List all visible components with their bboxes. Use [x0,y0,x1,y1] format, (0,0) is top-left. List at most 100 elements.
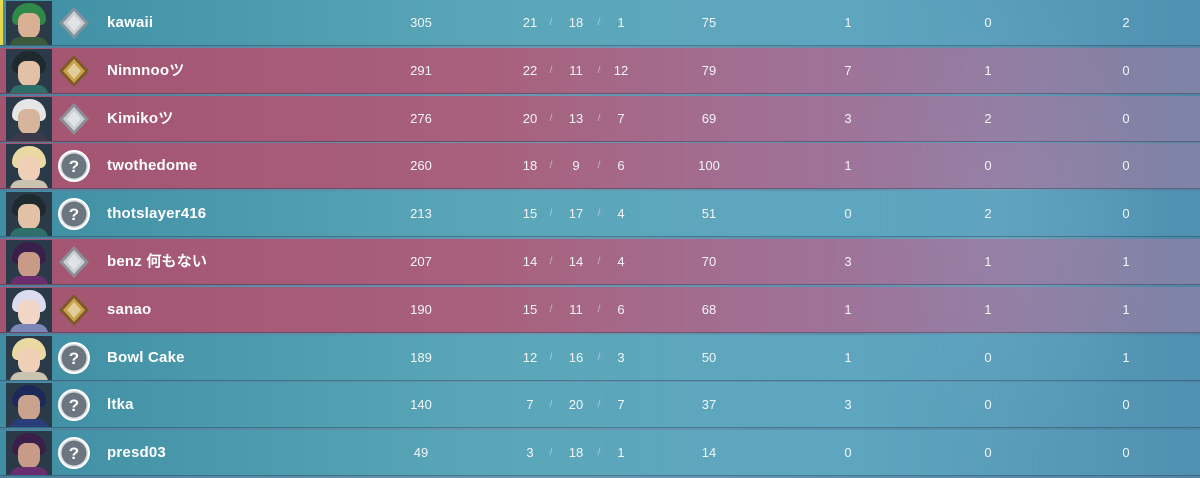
plants: 1 [984,254,992,269]
deaths: 11 [569,302,583,317]
player-row[interactable]: ? thotslayer416 213 15 17 4 51 0 2 0 / / [0,191,1200,237]
deaths: 20 [568,397,584,412]
combat-score: 260 [410,158,432,173]
econ-rating: 70 [701,254,717,269]
player-row[interactable]: sanao 190 15 11 6 68 1 1 1// [0,287,1200,333]
silver-rank-icon [56,5,92,41]
kda-separator: / [549,160,553,171]
unranked-rank-icon: ? [56,435,92,471]
kills: 15 [522,206,538,221]
kills: 22 [522,63,538,78]
deaths: 18 [568,445,584,460]
assists: 1 [617,445,625,460]
first-bloods: 0 [844,206,852,221]
kda-separator: / [549,304,553,315]
silver-rank-icon [56,101,92,137]
plants: 2 [984,111,992,126]
assists: 3 [617,350,625,365]
player-name[interactable]: twothedome [107,157,198,174]
plants: 1 [984,302,992,317]
econ-rating: 100 [698,158,720,173]
player-row[interactable]: Kimikoツ 276 20 13 7 69 3 2 0// [0,96,1200,142]
svg-text:?: ? [69,157,79,176]
agent-portrait [6,431,52,475]
deaths: 16 [568,350,584,365]
defuses: 0 [1122,445,1130,460]
player-name[interactable]: sanao [107,301,152,318]
kda-separator: / [597,113,601,124]
agent-portrait [6,1,52,45]
player-row[interactable]: kawaii 305 21 18 1 75 1 0 2 / / [0,0,1200,46]
agent-portrait [6,336,52,380]
plants: 0 [984,397,992,412]
kills: 15 [522,302,538,317]
combat-score: 190 [410,302,432,317]
deaths: 14 [568,254,584,269]
kda-separator: / [549,208,553,219]
player-row[interactable]: benz 何もない 207 14 14 4 70 3 1 1 / / [0,239,1200,285]
kda-separator: / [597,399,601,410]
defuses: 0 [1122,206,1130,221]
econ-rating: 68 [701,302,717,317]
kills: 14 [522,254,538,269]
player-row[interactable]: Ninnnooツ 291 22 11 12 79 7 1 0 / / [0,48,1200,94]
silver-rank-icon [56,244,92,280]
agent-portrait [6,288,52,332]
unranked-rank-icon: ? [56,148,92,184]
deaths: 13 [568,111,584,126]
kills: 12 [522,350,538,365]
svg-text:?: ? [69,205,79,224]
kda-separator: / [597,304,601,315]
kills: 7 [526,397,534,412]
kda-separator: / [597,352,601,363]
unranked-rank-icon: ? [56,387,92,423]
plants: 1 [984,63,992,78]
player-name[interactable]: kawaii [107,14,154,31]
kills: 3 [526,445,534,460]
combat-score: 207 [410,254,432,269]
assists: 7 [617,111,625,126]
player-name[interactable]: ltka [107,396,134,413]
first-bloods: 0 [844,445,852,460]
econ-rating: 79 [701,63,717,78]
econ-rating: 51 [701,206,717,221]
player-name[interactable]: presd03 [107,444,166,461]
defuses: 0 [1122,63,1130,78]
agent-portrait [6,240,52,284]
agent-portrait [6,49,52,93]
plants: 0 [984,15,992,30]
assists: 1 [617,15,625,30]
combat-score: 305 [410,15,432,30]
econ-rating: 14 [701,445,717,460]
defuses: 0 [1122,111,1130,126]
player-row[interactable]: ? ltka 140 7 20 7 37 3 0 0 / / [0,382,1200,428]
combat-score: 291 [410,63,432,78]
agent-portrait [6,383,52,427]
player-name[interactable]: thotslayer416 [107,205,207,222]
player-name[interactable]: Kimikoツ [107,110,174,127]
kda-separator: / [597,65,601,76]
player-row[interactable]: ? twothedome 260 18 9 6 100 1 0 0// [0,143,1200,189]
player-row[interactable]: ? Bowl Cake 189 12 16 3 50 1 0 1 / / [0,335,1200,381]
player-row[interactable]: ? presd03 49 3 18 1 14 0 0 0 / / [0,430,1200,476]
deaths: 17 [568,206,584,221]
deaths: 9 [572,158,580,173]
defuses: 1 [1122,302,1130,317]
gold-rank-icon [56,292,92,328]
defuses: 0 [1122,397,1130,412]
first-bloods: 3 [844,111,852,126]
player-name[interactable]: Ninnnooツ [107,62,185,79]
player-name[interactable]: benz 何もない [107,253,208,270]
kda-separator: / [597,17,601,28]
combat-score: 276 [410,111,432,126]
svg-text:?: ? [69,444,79,463]
kda-separator: / [597,447,601,458]
first-bloods: 1 [844,15,852,30]
kda-separator: / [549,65,553,76]
unranked-rank-icon: ? [56,196,92,232]
player-name[interactable]: Bowl Cake [107,349,185,366]
unranked-rank-icon: ? [56,340,92,376]
econ-rating: 50 [701,350,717,365]
plants: 0 [984,445,992,460]
assists: 7 [617,397,625,412]
